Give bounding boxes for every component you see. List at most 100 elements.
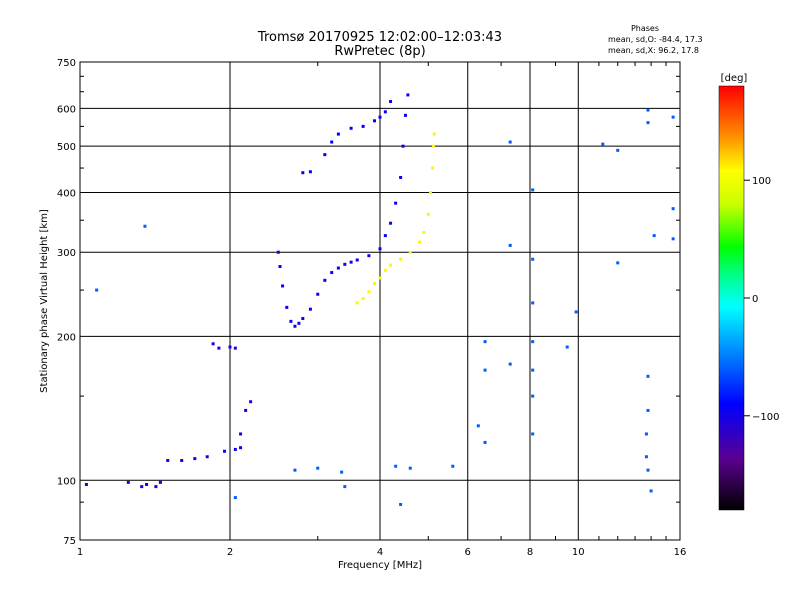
data-point — [389, 263, 393, 267]
plot-frame — [79, 61, 681, 541]
data-point — [476, 424, 480, 428]
data-point — [574, 310, 578, 314]
data-point — [531, 188, 535, 192]
data-point — [301, 171, 305, 175]
data-point — [308, 170, 312, 174]
data-point — [336, 132, 340, 136]
y-tick-label: 750 — [57, 58, 76, 69]
data-point — [361, 124, 365, 128]
data-point — [431, 166, 435, 170]
data-point — [276, 250, 280, 254]
data-point — [644, 432, 648, 436]
data-point — [483, 440, 487, 444]
x-tick-label: 1 — [77, 547, 83, 558]
data-point — [531, 394, 535, 398]
data-point — [646, 468, 650, 472]
data-point — [355, 258, 359, 262]
data-point — [323, 153, 327, 157]
colorbar-ticks: 100 0 −100 — [744, 176, 779, 423]
data-point — [565, 345, 569, 349]
x-tick-label: 8 — [527, 547, 533, 558]
data-point — [84, 482, 88, 486]
data-point — [389, 221, 393, 225]
data-point — [349, 126, 353, 130]
data-point — [308, 307, 312, 311]
data-point — [323, 278, 327, 282]
data-point — [616, 261, 620, 265]
data-point — [399, 175, 403, 179]
data-point — [367, 254, 371, 258]
y-tick-label: 200 — [57, 332, 76, 343]
data-point — [401, 144, 405, 148]
data-point — [646, 121, 650, 125]
x-tick-label: 4 — [377, 547, 383, 558]
data-point — [143, 224, 147, 228]
data-point — [399, 257, 403, 261]
chart-subtitle: RwPretec (8p) — [334, 44, 425, 59]
data-point — [145, 482, 149, 486]
data-point — [126, 480, 130, 484]
data-point — [417, 240, 421, 244]
data-point — [671, 237, 675, 241]
data-point — [508, 243, 512, 247]
data-point — [285, 305, 289, 309]
data-point — [228, 345, 232, 349]
data-point — [616, 148, 620, 152]
data-point — [531, 432, 535, 436]
colorbar-tick-label: −100 — [752, 412, 779, 423]
data-point — [508, 140, 512, 144]
x-tick-label: 16 — [674, 547, 687, 558]
data-point — [646, 108, 650, 112]
data-point — [378, 115, 382, 119]
data-point — [249, 400, 253, 404]
colorbar-tick-label: 0 — [752, 294, 758, 305]
data-point — [316, 466, 320, 470]
data-point — [373, 119, 377, 123]
x-axis: 1 2 4 6 8 10 16 — [77, 62, 687, 558]
data-point — [158, 480, 162, 484]
data-point — [426, 212, 430, 216]
data-point — [644, 455, 648, 459]
y-tick-label: 100 — [57, 476, 76, 487]
y-tick-label: 600 — [57, 104, 76, 115]
x-tick-label: 6 — [465, 547, 471, 558]
data-point — [166, 458, 170, 462]
colorbar-label: [deg] — [721, 73, 748, 84]
data-point — [233, 447, 237, 451]
y-tick-label: 300 — [57, 248, 76, 259]
y-tick-label: 75 — [63, 536, 76, 547]
data-point — [239, 446, 243, 450]
data-point — [217, 346, 221, 350]
data-point — [483, 368, 487, 372]
data-point — [531, 368, 535, 372]
data-point — [95, 288, 99, 292]
data-point — [652, 234, 656, 238]
data-point — [281, 284, 285, 288]
data-point — [316, 292, 320, 296]
data-point — [378, 276, 382, 280]
y-tick-label: 400 — [57, 188, 76, 199]
data-point — [343, 262, 347, 266]
data-point — [432, 132, 436, 136]
data-point — [373, 282, 377, 286]
x-tick-label: 10 — [572, 547, 585, 558]
data-point — [297, 321, 301, 325]
phase-stats-x: mean, sd,X: 96.2, 17.8 — [608, 46, 699, 55]
colorbar — [718, 85, 745, 511]
y-axis-label: Stationary phase Virtual Height [km] — [39, 209, 50, 393]
colorbar-tick-label: 100 — [752, 176, 771, 187]
data-point — [355, 301, 359, 305]
data-point — [361, 297, 365, 301]
data-point — [336, 266, 340, 270]
data-point — [205, 455, 209, 459]
phase-stats-o: mean, sd,O: -84.4, 17.3 — [608, 35, 703, 44]
data-point — [408, 250, 412, 254]
data-point — [428, 190, 432, 194]
data-point — [180, 458, 184, 462]
data-point — [403, 113, 407, 117]
data-point — [389, 100, 393, 104]
data-point — [394, 464, 398, 468]
x-axis-label: Frequency [MHz] — [338, 560, 422, 571]
data-point — [383, 268, 387, 272]
